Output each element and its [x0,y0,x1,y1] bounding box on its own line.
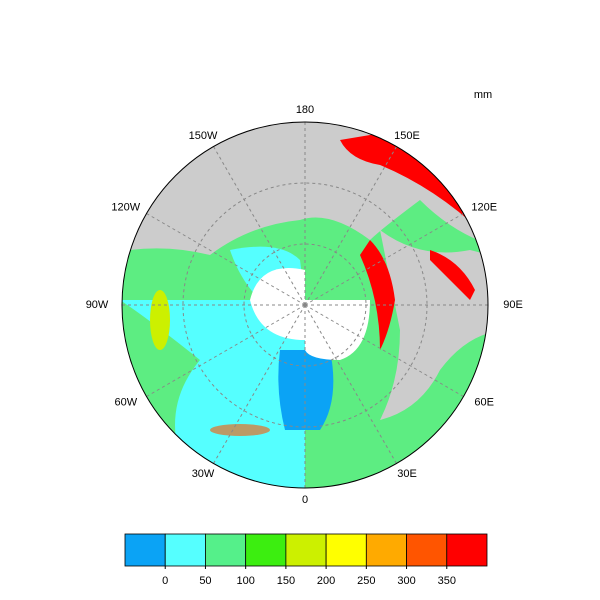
longitude-label: 60E [474,396,494,408]
colorbar-box [325,533,367,567]
polar-gap [250,268,305,340]
longitude-label: 120E [471,201,497,213]
precip-field [150,290,170,350]
colorbar: 0 50 100 150 200 250 300 350 [124,533,488,587]
meridian [146,304,306,397]
colorbar-box [285,533,327,567]
precip-field [430,250,475,300]
colorbar-label: 350 [438,575,456,587]
precip-field [122,300,305,488]
precip-field [360,240,395,350]
colorbar-label: 100 [236,575,254,587]
colorbar-label: 50 [199,575,211,587]
longitude-label: 30E [397,468,417,480]
meridian [213,304,306,464]
longitude-label: 90W [86,299,109,311]
longitude-label: 120W [111,201,140,213]
graticule [122,122,488,488]
colorbar-label: 150 [277,575,295,587]
longitude-labels: 180 150E 120E 90E 60E 30E 0 30W 60W 90W 120W 150W [86,104,523,506]
longitude-label: 30W [192,468,215,480]
colorbar-box [164,533,206,567]
colorbar-box [365,533,407,567]
colorbar-box [406,533,448,567]
meridian [304,213,464,306]
longitude-label: 150W [189,130,218,142]
meridian [304,304,464,397]
longitude-label: 90E [503,299,523,311]
colorbar-box [245,533,287,567]
colorbar-box [124,533,166,567]
precip-field [278,350,334,430]
longitude-label: 0 [302,494,308,506]
precip-field [210,424,270,436]
colorbar-label: 250 [357,575,375,587]
land [380,230,488,420]
precip-field [340,130,488,240]
longitude-label: 60W [114,396,137,408]
colorbar-box [446,533,488,567]
map-border [121,121,489,489]
meridian [304,304,397,464]
meridian [213,146,306,306]
colorbar-label: 200 [317,575,335,587]
meridian [304,146,397,306]
longitude-label: 150E [394,130,420,142]
unit-label: mm [474,89,492,101]
map [122,122,488,488]
polar-gap [305,300,370,360]
longitude-label: 180 [296,104,314,116]
colorbar-label: 300 [397,575,415,587]
colorbar-box [205,533,247,567]
colorbar-label: 0 [162,575,168,587]
meridian [146,213,306,306]
